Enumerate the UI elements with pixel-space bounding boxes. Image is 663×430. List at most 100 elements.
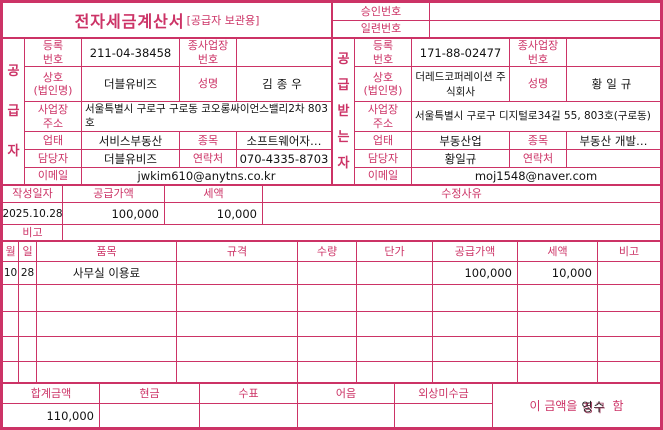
recipient-company-label: 상호 (법인명) [355,67,412,102]
item-name [37,285,177,312]
item-qty [298,262,357,285]
check-label: 수표 [200,384,298,404]
supplier-company-label: 상호 (법인명) [25,67,82,102]
recipient-email-label: 이메일 [355,168,412,186]
supplier-name-label: 성명 [180,67,237,102]
approval-number-label: 승인번호 [333,3,430,21]
check-value [200,404,298,427]
recipient-address-value: 서울특별시 구로구 디지털로34길 55, 803호(구로동) [412,102,660,132]
revision-reason-label: 수정사유 [263,186,660,203]
item-spec [177,337,298,362]
item-supply [433,285,518,312]
supply-amount-value: 100,000 [63,203,165,225]
item-day [19,337,37,362]
item-note [598,285,660,312]
recipient-contact-label: 연락처 [510,150,567,168]
title-suffix: [공급자 보관용] [186,14,260,27]
credit-value [395,404,493,427]
supplier-email-value: jwkim610@anytns.co.kr [82,168,333,186]
col-qty-header: 수량 [298,242,357,262]
tax-amount-value: 10,000 [165,203,263,225]
bill-label: 어음 [298,384,395,404]
item-spec [177,285,298,312]
col-price-header: 단가 [357,242,433,262]
supplier-bizitem-label: 종목 [180,132,237,150]
supplier-contact-value: 070-4335-8703 [237,150,333,168]
recipient-manager-label: 담당자 [355,150,412,168]
bill-value [298,404,395,427]
item-spec [177,312,298,337]
cash-value [100,404,200,427]
serial-number-value [430,21,660,39]
tax-amount-label: 세액 [165,186,263,203]
cash-label: 현금 [100,384,200,404]
supplier-bizitem-value: 소프트웨어자… [237,132,333,150]
item-day [19,312,37,337]
item-spec [177,262,298,285]
recipient-subsite-value [567,39,660,67]
receipt-claim-overlap: 영수 청구 [581,398,608,415]
item-tax [518,337,598,362]
total-amount-value: 110,000 [3,404,100,427]
recipient-name-label: 성명 [510,67,567,102]
item-day: 28 [19,262,37,285]
item-supply [433,337,518,362]
credit-label: 외상미수금 [395,384,493,404]
document-title: 전자세금계산서 [공급자 보관용] [3,3,333,39]
amount-treatment-box: 이 금액을 영수 청구 함 [493,384,660,427]
item-price [357,285,433,312]
amount-treatment-prefix: 이 금액을 [529,399,578,413]
item-tax [518,285,598,312]
receipt-word: 영수 [581,400,606,414]
item-price [357,262,433,285]
write-date-value: 2025.10.28 [3,203,63,225]
recipient-contact-value [567,150,660,168]
item-month: 10 [3,262,19,285]
recipient-reg-value: 171-88-02477 [412,39,510,67]
write-date-label: 작성일자 [3,186,63,203]
col-spec-header: 규격 [177,242,298,262]
supplier-reg-label: 등록 번호 [25,39,82,67]
supplier-manager-value: 더블유비즈 [82,150,180,168]
item-month [3,337,19,362]
item-price [357,362,433,384]
col-note-header: 비고 [598,242,660,262]
recipient-company-value: 더레드코퍼레이션 주식회사 [412,67,510,102]
supplier-reg-value: 211-04-38458 [82,39,180,67]
supplier-company-value: 더블유비즈 [82,67,180,102]
recipient-bizitem-value: 부동산 개발… [567,132,660,150]
item-day [19,285,37,312]
col-supply-header: 공급가액 [433,242,518,262]
recipient-name-value: 황일규 [567,67,660,102]
item-qty [298,362,357,384]
supplier-address-value: 서울특별시 구로구 구로동 코오롱싸이언스밸리2차 803호 [82,102,333,132]
item-note [598,337,660,362]
item-day [19,362,37,384]
recipient-biztype-label: 업태 [355,132,412,150]
item-qty [298,337,357,362]
item-supply: 100,000 [433,262,518,285]
item-tax [518,362,598,384]
approval-number-value [430,3,660,21]
recipient-party-band: 공급받는자 [333,39,355,186]
recipient-reg-label: 등록 번호 [355,39,412,67]
item-note [598,312,660,337]
item-tax [518,312,598,337]
item-month [3,362,19,384]
supplier-biztype-value: 서비스부동산 [82,132,180,150]
claim-word: 청구 [582,401,607,415]
supplier-address-label: 사업장 주소 [25,102,82,132]
item-price [357,337,433,362]
item-month [3,312,19,337]
item-supply [433,312,518,337]
item-note [598,262,660,285]
item-qty [298,285,357,312]
col-tax-header: 세액 [518,242,598,262]
note-label: 비고 [3,225,63,242]
recipient-manager-value: 황일규 [412,150,510,168]
supplier-contact-label: 연락처 [180,150,237,168]
supplier-biztype-label: 업태 [25,132,82,150]
col-month-header: 월 [3,242,19,262]
item-supply [433,362,518,384]
